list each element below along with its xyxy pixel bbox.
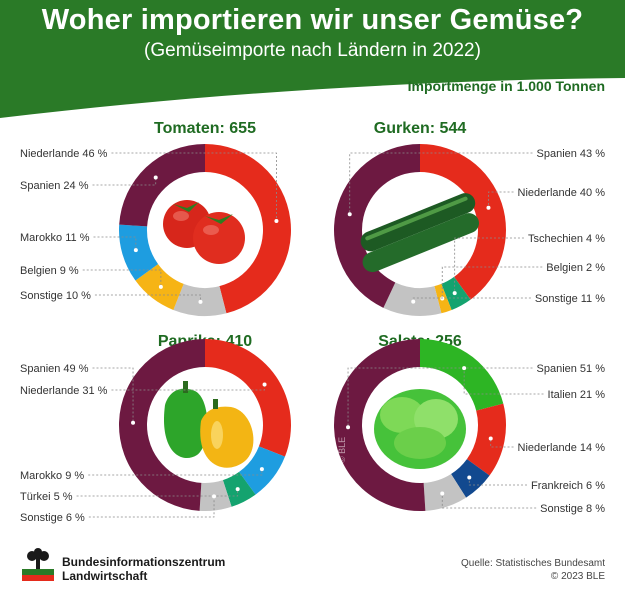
- header-banner: [0, 0, 625, 74]
- leader-dot: [440, 491, 445, 496]
- leader-line: [349, 152, 533, 215]
- slice-label-spanien: Spanien 49 %: [20, 363, 89, 375]
- slice-spanien: [119, 144, 205, 227]
- source-note: Quelle: Statistisches Bundesamt: [461, 558, 605, 569]
- chart-title: Gurken: 544: [374, 120, 467, 137]
- leader-dot: [262, 382, 267, 387]
- leader-line: [441, 493, 537, 509]
- slice-label-belgien: Belgien 9 %: [20, 265, 79, 277]
- slice-label-sonstige: Sonstige 10 %: [20, 290, 91, 302]
- slice-label-sonstige: Sonstige 8 %: [540, 503, 605, 515]
- leader-dot: [274, 218, 279, 223]
- leader-dot: [158, 284, 163, 289]
- page-title: Woher importieren wir unser Gemüse?: [41, 4, 584, 36]
- leader-line: [82, 269, 162, 287]
- leader-line: [94, 294, 201, 302]
- leader-line: [92, 177, 157, 186]
- slice-spanien: [333, 339, 426, 512]
- leader-dot: [131, 420, 136, 425]
- slice-label-niederlande: Niederlande 31 %: [20, 385, 108, 397]
- slice-label-frankreich: Frankreich 6 %: [531, 480, 605, 492]
- leader-line: [88, 496, 215, 518]
- leader-dot: [133, 248, 138, 253]
- org-name-line1: Bundesinformationszentrum: [62, 555, 226, 569]
- slice-label-spanien: Spanien 24 %: [20, 180, 89, 192]
- leader-dot: [259, 467, 264, 472]
- leader-dot: [153, 175, 158, 180]
- leader-dot: [440, 296, 445, 301]
- slice-niederlande: [420, 144, 506, 300]
- slice-niederlande: [205, 339, 292, 457]
- slice-label-niederlande: Niederlande 14 %: [518, 442, 606, 454]
- slice-niederlande: [466, 403, 506, 476]
- slice-label-tuerkei: Türkei 5 %: [20, 491, 73, 503]
- leader-dot: [411, 299, 416, 304]
- leader-line: [76, 489, 239, 497]
- leader-line: [111, 152, 277, 221]
- slice-label-spanien: Spanien 43 %: [537, 148, 606, 160]
- copyright-note: © 2023 BLE: [550, 571, 605, 582]
- slice-label-italien: Italien 21 %: [548, 389, 606, 401]
- leader-dot: [346, 425, 351, 430]
- donut-chart-gurken: Gurken: 544 Spanien 43 % Niederlande 40 % T…: [334, 120, 605, 316]
- slice-label-marokko: Marokko 9 %: [20, 470, 84, 482]
- slice-spanien: [119, 339, 205, 511]
- leader-line: [490, 438, 514, 448]
- slice-label-sonstige: Sonstige 11 %: [535, 293, 605, 305]
- page-subtitle: (Gemüseimporte nach Ländern in 2022): [144, 40, 481, 61]
- leader-line: [463, 368, 544, 395]
- leader-line: [88, 469, 263, 476]
- leader-line: [441, 266, 543, 299]
- watermark: © BLE: [337, 437, 347, 463]
- leader-dot: [452, 291, 457, 296]
- leader-dot: [462, 366, 467, 371]
- leader-dot: [467, 475, 472, 480]
- slice-label-spanien: Spanien 51 %: [537, 363, 606, 375]
- chart-title: Tomaten: 655: [154, 120, 256, 137]
- slice-marokko: [119, 224, 159, 281]
- slice-sonstige: [423, 473, 467, 511]
- slice-spanien: [334, 144, 420, 308]
- ble-logo-icon: [20, 547, 56, 583]
- leader-dot: [212, 494, 217, 499]
- slice-label-niederlande: Niederlande 46 %: [20, 148, 108, 160]
- leader-dot: [198, 299, 203, 304]
- leader-line: [347, 367, 533, 428]
- leader-dot: [235, 487, 240, 492]
- org-name-line2: Landwirtschaft: [62, 569, 148, 583]
- leader-dot: [488, 436, 493, 441]
- slice-label-belgien: Belgien 2 %: [546, 262, 605, 274]
- slice-label-sonstige: Sonstige 6 %: [20, 512, 85, 524]
- leader-dot: [347, 212, 352, 217]
- leader-line: [488, 191, 514, 208]
- leader-line: [468, 477, 528, 486]
- header-swoosh: [0, 74, 625, 118]
- leader-line: [454, 237, 524, 294]
- leader-line: [92, 367, 134, 423]
- slice-label-marokko: Marokko 11 %: [20, 232, 90, 244]
- unit-label: Importmenge in 1.000 Tonnen: [407, 78, 605, 94]
- leader-dot: [486, 205, 491, 210]
- slice-sonstige: [383, 282, 442, 316]
- slice-italien: [420, 339, 504, 411]
- donut-chart-tomaten: Tomaten: 655 Niederlande 46 % Spanien 24 %…: [20, 120, 292, 316]
- slice-niederlande: [205, 144, 292, 314]
- slice-label-tschechien: Tschechien 4 %: [528, 233, 605, 245]
- slice-label-niederlande: Niederlande 40 %: [518, 187, 606, 199]
